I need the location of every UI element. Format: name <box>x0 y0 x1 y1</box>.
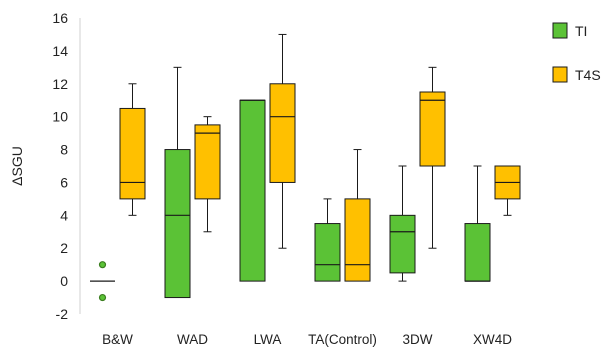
box-4-1 <box>419 66 446 249</box>
box-body <box>239 99 266 282</box>
box-1-1 <box>194 116 221 233</box>
x-tick-label: WAD <box>177 332 208 347</box>
y-tick-label: 12 <box>52 76 68 92</box>
y-tick-label: 0 <box>60 273 68 289</box>
x-tick-label: LWA <box>254 332 282 347</box>
box-body <box>119 107 146 200</box>
y-tick-label: 4 <box>60 207 68 223</box>
legend-label: TI <box>575 23 587 39</box>
box-body <box>464 223 491 282</box>
box-1-0 <box>164 66 191 299</box>
outlier-point <box>98 293 107 302</box>
x-tick-label: TA(Control) <box>308 332 377 347</box>
box-0-0 <box>90 261 115 302</box>
box-5-0 <box>464 165 491 282</box>
box-body <box>194 124 221 200</box>
y-tick-label: -2 <box>56 306 69 322</box>
y-axis-ticks: -2 0 2 4 6 8 10 12 14 16 <box>52 10 68 322</box>
box-3-0 <box>314 198 341 282</box>
legend-swatch <box>552 66 568 83</box>
box-2-0 <box>239 99 266 282</box>
y-tick-label: 10 <box>52 109 68 125</box>
legend-swatch <box>552 22 568 39</box>
y-axis-label: ΔSGU <box>9 146 25 186</box>
y-tick-label: 16 <box>52 10 68 26</box>
x-tick-label: B&W <box>102 332 133 347</box>
box-3-1 <box>344 149 371 282</box>
legend-item: TI <box>552 22 587 39</box>
box-body <box>344 198 371 282</box>
x-tick-label: XW4D <box>473 332 512 347</box>
legend-item: T4S <box>552 66 601 83</box>
x-tick-label: 3DW <box>403 332 433 347</box>
box-2-1 <box>269 33 296 249</box>
plot-area <box>90 33 521 302</box>
box-body <box>314 223 341 282</box>
box-0-1 <box>119 83 146 216</box>
box-body <box>419 91 446 167</box>
legend-label: T4S <box>575 67 601 83</box>
box-4-0 <box>389 165 416 282</box>
box-body <box>164 149 191 299</box>
y-tick-label: 2 <box>60 240 68 256</box>
legend: TI T4S <box>552 22 601 83</box>
outlier-point <box>98 261 107 269</box>
y-tick-label: 14 <box>52 43 68 59</box>
y-tick-label: 6 <box>60 174 68 190</box>
box-body <box>269 83 296 183</box>
box-body <box>389 214 416 274</box>
box-5-1 <box>494 165 521 216</box>
x-axis-ticks: B&W WAD LWA TA(Control) 3DW XW4D <box>102 332 512 347</box>
y-tick-label: 8 <box>60 142 68 158</box>
